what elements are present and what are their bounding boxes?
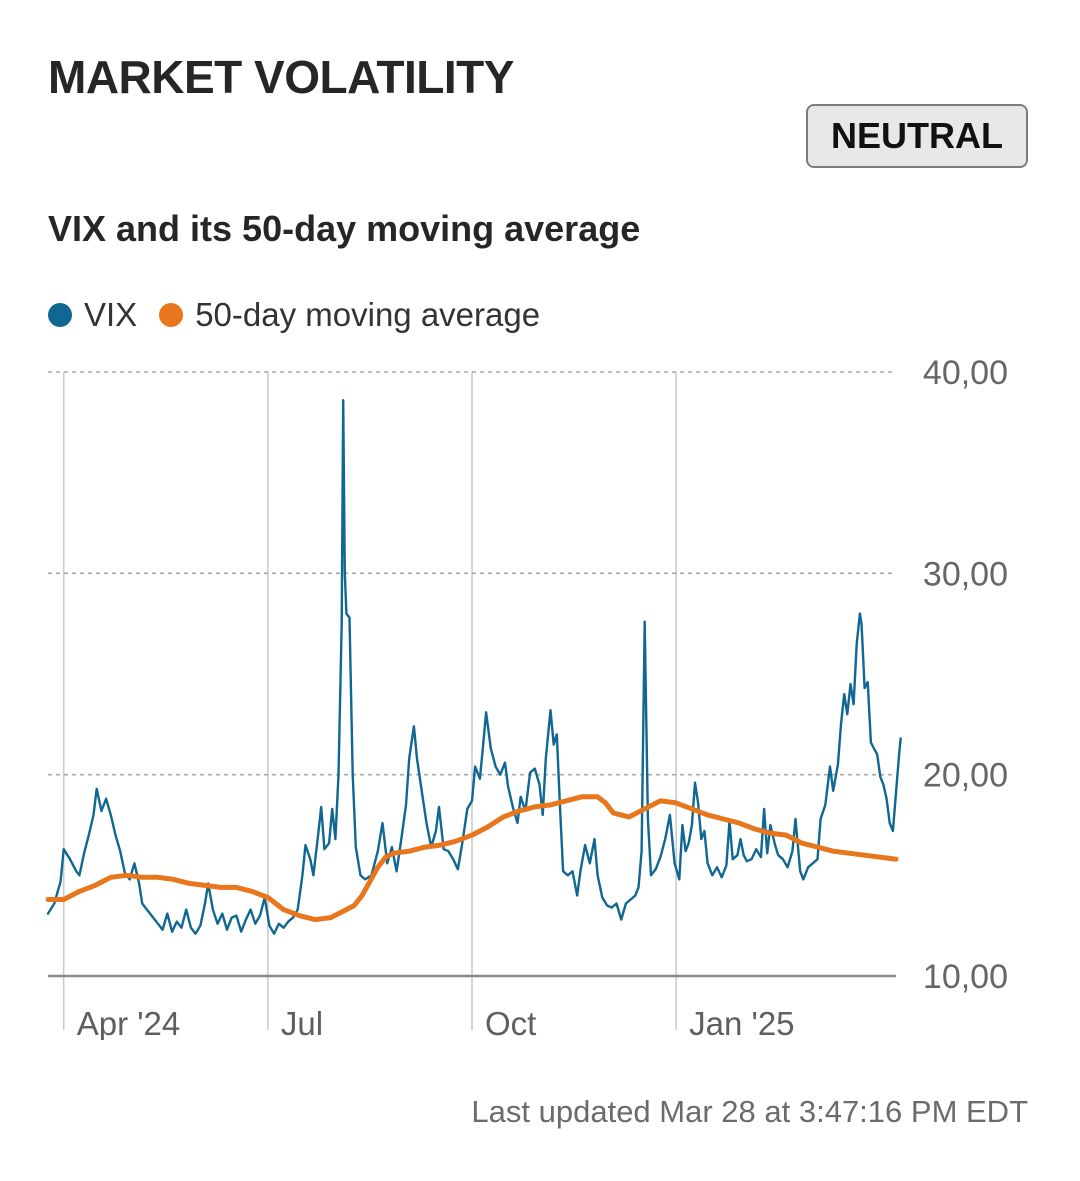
moving-average-line [45, 794, 899, 923]
y-tick-label-0: 10,00 [923, 958, 1008, 996]
y-tick-label-3: 40,00 [923, 354, 1008, 392]
legend-item-vix: VIX [48, 296, 137, 334]
legend-label-moving-average: 50-day moving average [195, 296, 541, 333]
moving-average-legend-dot [159, 303, 184, 327]
x-tick-label-2: Oct [485, 1005, 536, 1040]
x-tick-label-0: Apr '24 [77, 1005, 181, 1040]
page-title: MARKET VOLATILITY [48, 51, 514, 103]
legend-item-moving-average: 50-day moving average [159, 296, 540, 334]
y-tick-label-1: 20,00 [923, 757, 1008, 795]
vix-line-chart: Apr '24 Jul Oct Jan '25 10,00 20,00 30,00 40,00 [45, 354, 1008, 1040]
y-tick-label-2: 30,00 [923, 555, 1008, 593]
x-tick-label-1: Jul [281, 1005, 323, 1040]
vix-legend-dot [48, 303, 72, 327]
x-tick-label-3: Jan '25 [689, 1005, 794, 1040]
chart-title: VIX and its 50-day moving average [48, 208, 641, 249]
last-updated-text: Last updated Mar 28 at 3:47:16 PM EDT [471, 1094, 1028, 1129]
legend-label-vix: VIX [84, 296, 138, 333]
vix-line [46, 399, 902, 935]
status-badge: NEUTRAL [806, 104, 1028, 168]
chart-legend: VIX 50-day moving average [48, 296, 562, 334]
